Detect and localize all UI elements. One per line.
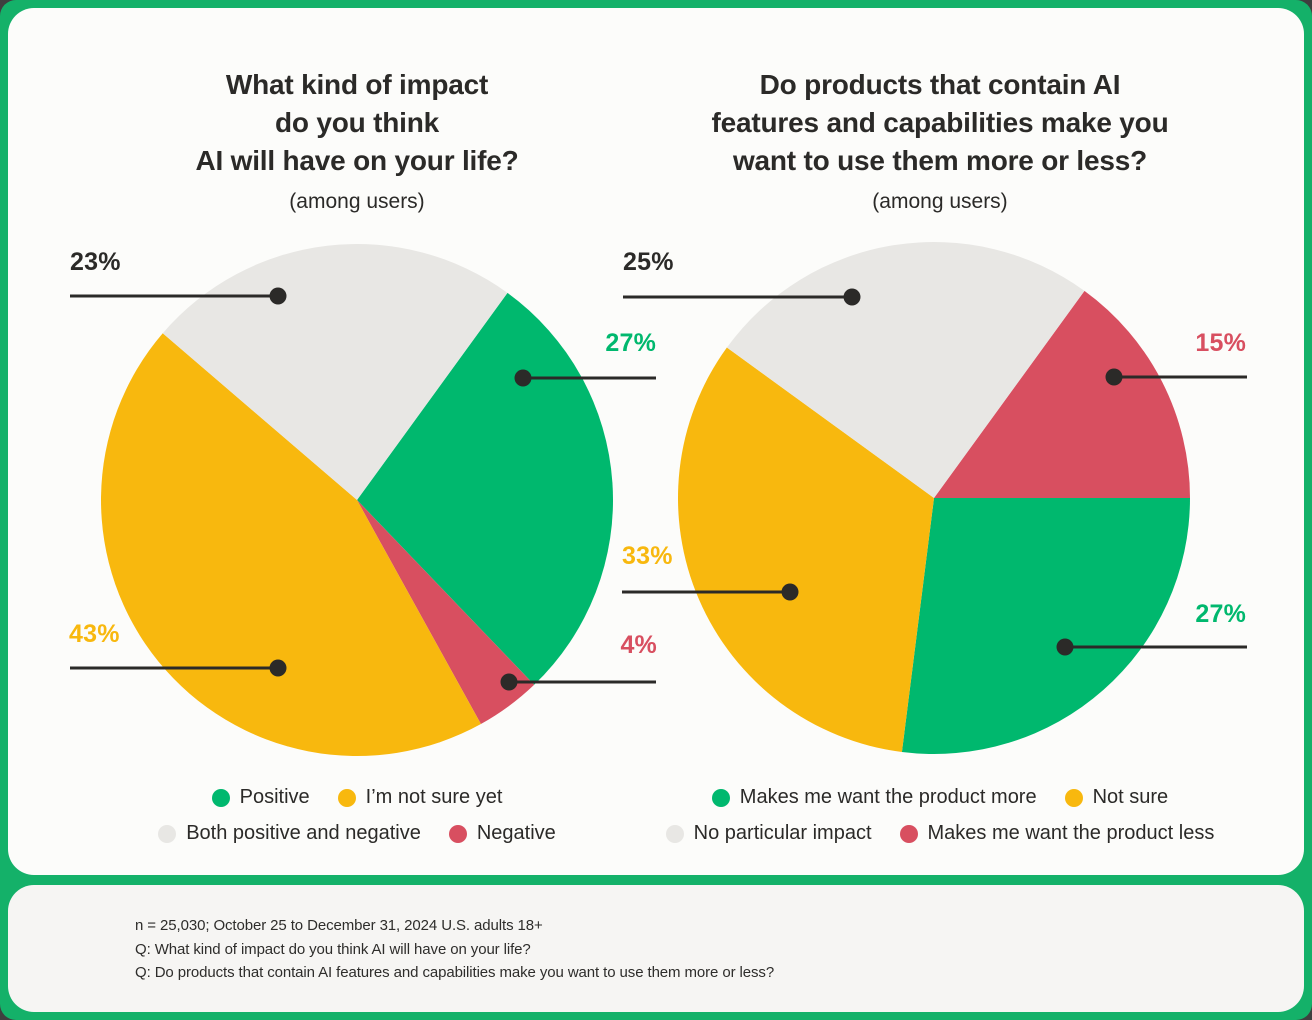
pie-slice-makes-me-want-the-product-more bbox=[901, 498, 1190, 754]
right-chart-subtitle: (among users) bbox=[872, 190, 1008, 213]
left-pie-chart bbox=[101, 244, 613, 756]
legend-item-no-impact: No particular impact bbox=[665, 822, 872, 845]
pie-slice-negative bbox=[357, 500, 535, 725]
footer-question-2: Q: Do products that contain AI features … bbox=[135, 964, 775, 981]
pie-slice-makes-me-want-the-product-less bbox=[934, 290, 1190, 498]
legend-item-not-sure: Not sure bbox=[1064, 786, 1169, 809]
legend-dot-not-sure bbox=[1064, 788, 1083, 807]
callout-label-not-sure: 33% bbox=[622, 542, 673, 570]
legend-dot-both bbox=[158, 824, 177, 843]
legend-dot-positive bbox=[211, 788, 230, 807]
legend-item-negative: Negative bbox=[448, 822, 556, 845]
legend-label-product-less: Makes me want the product less bbox=[927, 822, 1215, 844]
pie-slice-no-particular-impact bbox=[726, 242, 1085, 498]
right-legend-row-1: Makes me want the product more Not sure bbox=[630, 786, 1250, 809]
legend-dot-product-more bbox=[711, 788, 730, 807]
footer-question-1: Q: What kind of impact do you think AI w… bbox=[135, 940, 531, 958]
legend-item-not-sure-yet: I’m not sure yet bbox=[337, 786, 503, 809]
left-chart-title: What kind of impact do you think AI will… bbox=[101, 66, 613, 216]
pie-slice-both-positive-and-negative bbox=[162, 244, 508, 500]
legend-dot-negative bbox=[448, 824, 467, 843]
right-legend-row-2: No particular impact Makes me want the p… bbox=[630, 822, 1250, 845]
left-title-line-1: What kind of impact bbox=[225, 69, 489, 100]
legend-label-no-impact: No particular impact bbox=[693, 822, 872, 844]
legend-dot-product-less bbox=[899, 824, 918, 843]
callout-label-product-more: 27% bbox=[1195, 600, 1246, 628]
right-title-line-1: Do products that contain AI bbox=[759, 69, 1121, 100]
callout-label-negative: 4% bbox=[620, 631, 657, 659]
left-title-line-3: AI will have on your life? bbox=[195, 145, 519, 176]
legend-label-positive: Positive bbox=[239, 786, 310, 808]
legend-dot-not-sure-yet bbox=[337, 788, 356, 807]
callout-label-not-sure-yet: 43% bbox=[69, 620, 120, 648]
right-title-line-3: want to use them more or less? bbox=[732, 145, 1148, 176]
right-pie-chart bbox=[678, 242, 1190, 754]
footer-card: n = 25,030; October 25 to December 31, 2… bbox=[8, 885, 1304, 1012]
left-legend-row-1: Positive I’m not sure yet bbox=[101, 786, 613, 809]
legend-item-product-less: Makes me want the product less bbox=[899, 822, 1215, 845]
callout-label-product-less: 15% bbox=[1195, 329, 1246, 357]
legend-item-both: Both positive and negative bbox=[158, 822, 421, 845]
pie-slice-positive bbox=[357, 292, 613, 685]
legend-item-positive: Positive bbox=[211, 786, 310, 809]
callout-label-both-positive-and-negative: 23% bbox=[70, 248, 121, 276]
right-title-line-2: features and capabilities make you bbox=[711, 107, 1169, 138]
footer-sample-note: n = 25,030; October 25 to December 31, 2… bbox=[135, 917, 543, 934]
left-chart-subtitle: (among users) bbox=[289, 190, 425, 213]
left-title-line-2: do you think bbox=[274, 107, 440, 138]
pie-slice-i-m-not-sure-yet bbox=[101, 333, 481, 756]
callout-label-positive: 27% bbox=[605, 329, 656, 357]
pie-slice-not-sure bbox=[678, 347, 934, 752]
callout-label-no-particular-impact: 25% bbox=[623, 248, 674, 276]
legend-label-not-sure-yet: I’m not sure yet bbox=[365, 786, 503, 808]
right-chart-title: Do products that contain AI features and… bbox=[640, 66, 1240, 216]
legend-label-negative: Negative bbox=[476, 822, 556, 844]
legend-label-product-more: Makes me want the product more bbox=[739, 786, 1037, 808]
left-legend: Positive I’m not sure yet Both positive … bbox=[101, 786, 613, 845]
legend-item-product-more: Makes me want the product more bbox=[711, 786, 1037, 809]
left-legend-row-2: Both positive and negative Negative bbox=[101, 822, 613, 845]
legend-dot-no-impact bbox=[665, 824, 684, 843]
right-legend: Makes me want the product more Not sure … bbox=[630, 786, 1250, 845]
legend-label-both: Both positive and negative bbox=[186, 822, 421, 844]
footer-notes: n = 25,030; October 25 to December 31, 2… bbox=[135, 914, 774, 985]
legend-label-not-sure: Not sure bbox=[1092, 786, 1169, 808]
